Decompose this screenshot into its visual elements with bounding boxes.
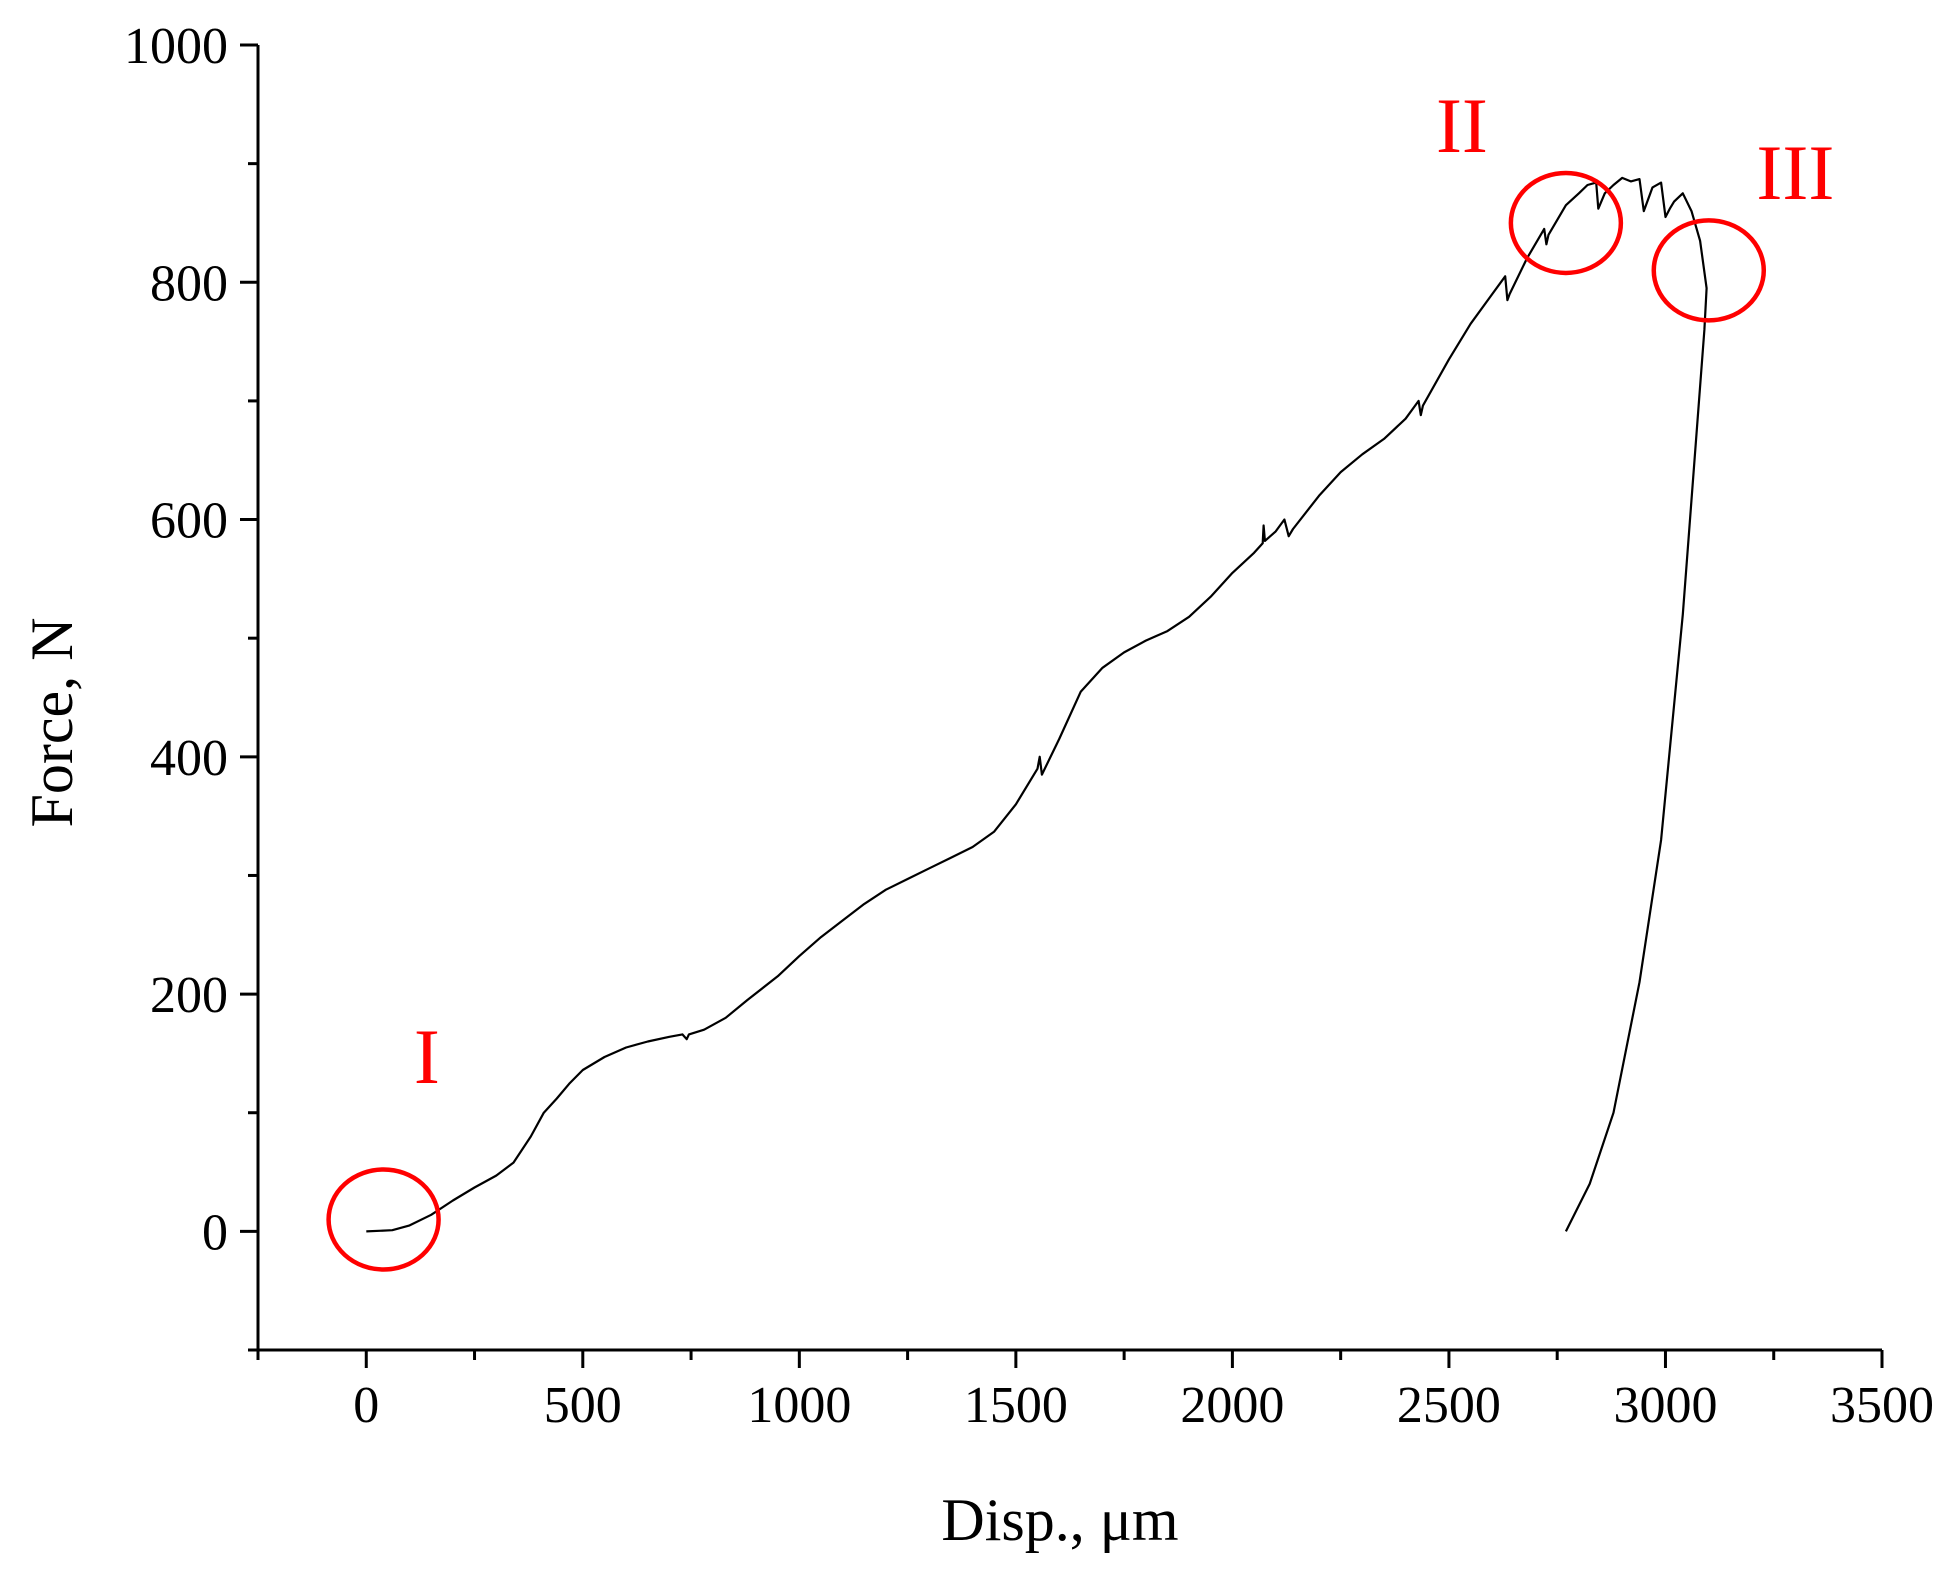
y-tick-label: 800 [150, 255, 228, 312]
series-line-0 [366, 176, 1708, 1233]
y-axis-title: Force, N [19, 618, 85, 828]
axes [256, 45, 1882, 1352]
series-layer [366, 176, 1708, 1233]
x-tick-label: 1500 [964, 1377, 1068, 1434]
annotation-label-2: II [1436, 82, 1488, 169]
annotation-label-1: I [414, 1013, 440, 1100]
x-axis-title: Disp., μm [941, 1487, 1178, 1553]
y-tick-label: 400 [150, 730, 228, 787]
x-tick-label: 3500 [1830, 1377, 1934, 1434]
annotation-circle-3 [1651, 218, 1767, 323]
x-tick-label: 2500 [1397, 1377, 1501, 1434]
x-tick-label: 1000 [747, 1377, 851, 1434]
ticks: 0 500 1000 1500 2000 2500 3000 3500 0 200 400 600 80… [124, 18, 1934, 1434]
y-tick-label: 1000 [124, 18, 228, 75]
x-tick-label: 2000 [1180, 1377, 1284, 1434]
x-tick-label: 3000 [1613, 1377, 1717, 1434]
x-tick-label: 500 [544, 1377, 622, 1434]
annotation-circle-2 [1508, 170, 1624, 276]
y-tick-label: 200 [150, 967, 228, 1024]
y-tick-label: 600 [150, 493, 228, 550]
y-tick-label: 0 [202, 1204, 228, 1261]
annotation-label-3: III [1756, 129, 1834, 216]
x-tick-label: 0 [353, 1377, 379, 1434]
annotation-circle-1 [326, 1167, 441, 1272]
